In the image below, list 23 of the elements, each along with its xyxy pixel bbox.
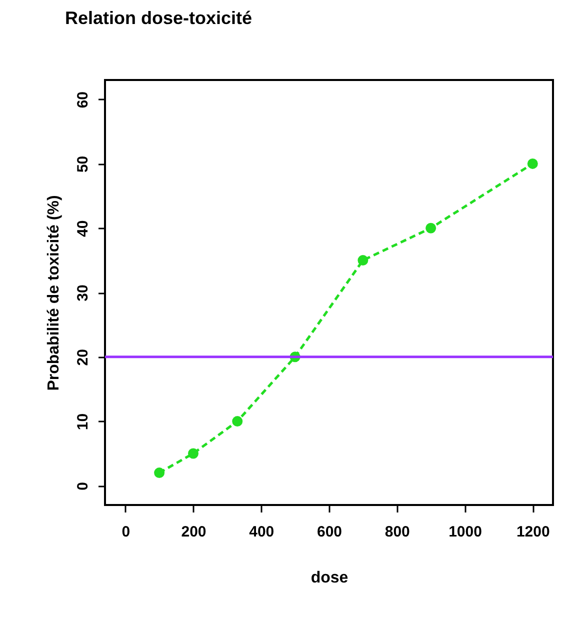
y-tick-label: 10: [74, 413, 92, 430]
point: [188, 448, 198, 459]
y-tick-label: 20: [74, 349, 92, 366]
y-tick-label: 40: [74, 220, 92, 237]
y-tick-label: 50: [74, 156, 92, 173]
point: [527, 158, 538, 169]
x-axis-title: dose: [310, 570, 348, 586]
point: [426, 222, 436, 234]
x-tick-label: 800: [384, 524, 410, 540]
point: [358, 255, 368, 266]
x-tick-label: 200: [181, 524, 206, 540]
point: [232, 416, 243, 427]
y-tick-label: 0: [74, 482, 92, 490]
chart-title: Relation dose-toxicité: [65, 8, 252, 28]
x-tick-label: 400: [249, 524, 274, 540]
y-axis-title: Probabilité de toxicité (%): [46, 195, 62, 391]
y-tick-label: 30: [74, 284, 92, 302]
x-tick-label: 1000: [448, 524, 482, 540]
x-tick-label: 0: [122, 524, 130, 540]
x-tick-label: 600: [316, 524, 342, 540]
x-tick-label: 1200: [516, 524, 550, 540]
point: [154, 468, 165, 478]
y-tick-label: 60: [74, 91, 92, 108]
